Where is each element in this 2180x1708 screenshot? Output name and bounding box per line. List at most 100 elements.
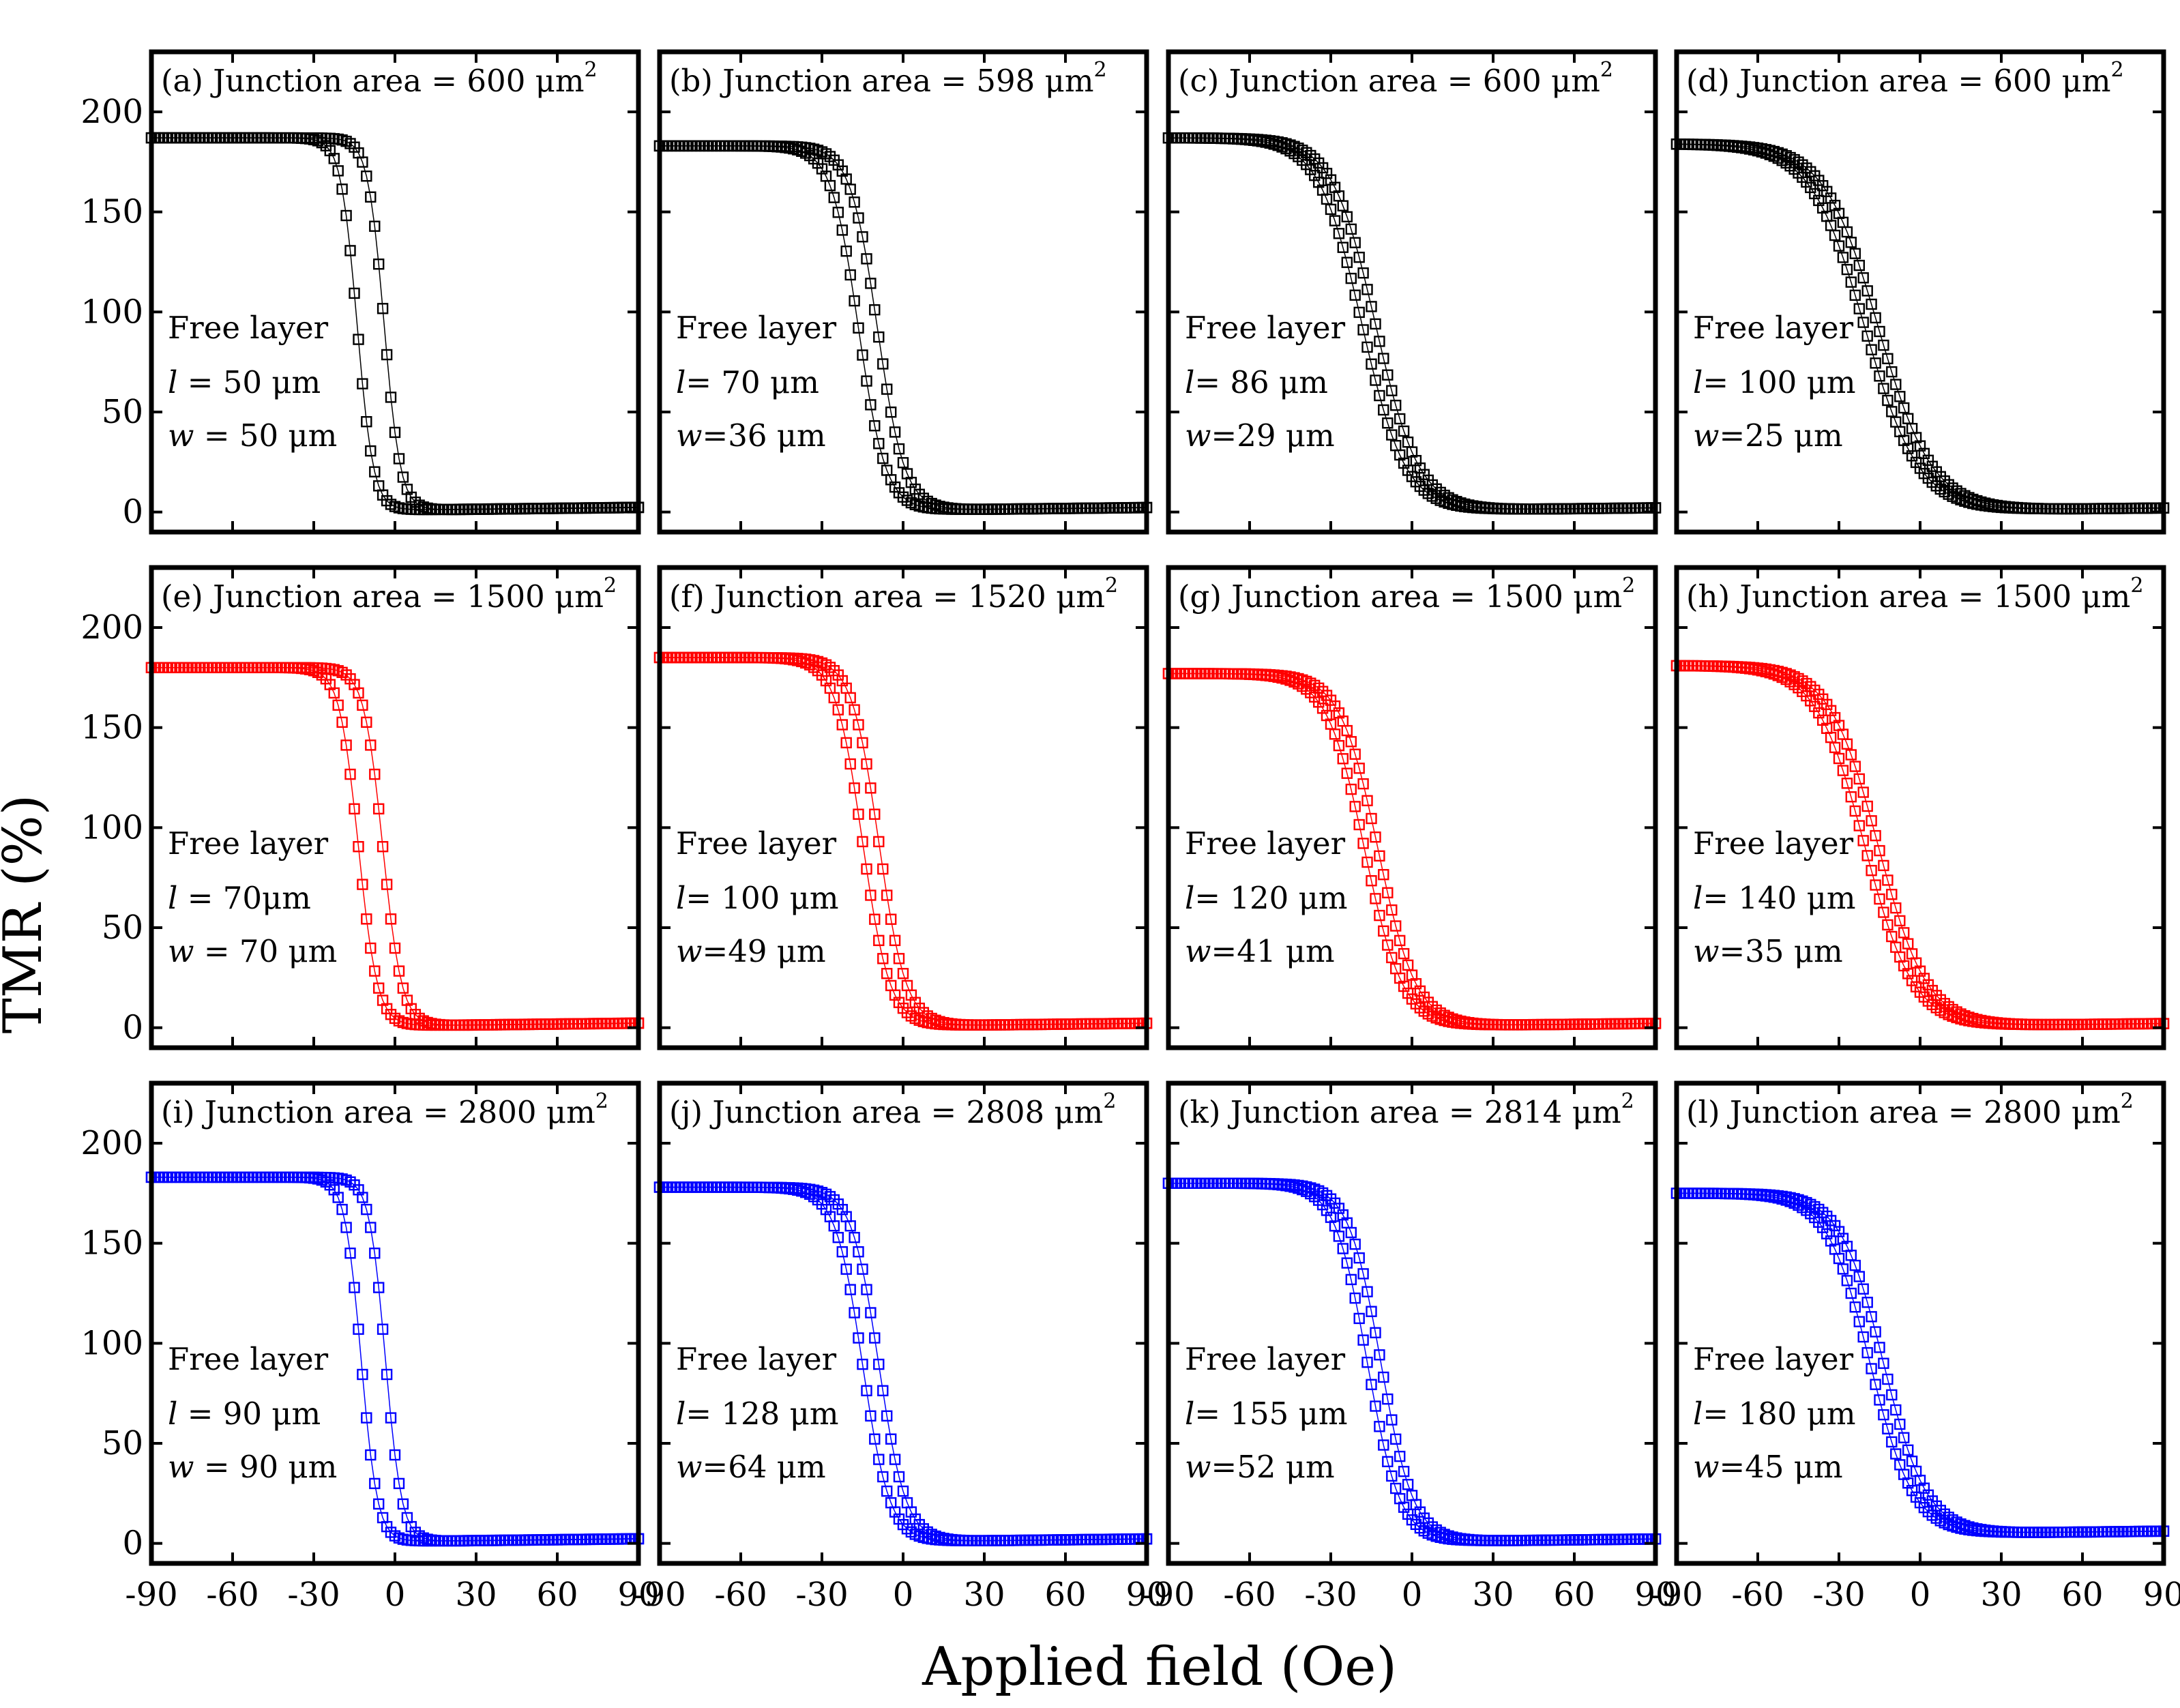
length-symbol: l <box>1693 880 1703 916</box>
data-point <box>1849 1301 1861 1313</box>
y-tick-label: 100 <box>80 1324 143 1362</box>
data-point <box>1382 369 1394 381</box>
data-point <box>885 407 897 418</box>
data-point <box>1333 228 1345 239</box>
data-point <box>853 1332 864 1344</box>
y-tick-label: 200 <box>80 93 143 131</box>
free-layer-width: w = 90 μm <box>168 1449 337 1485</box>
data-point <box>1349 801 1361 812</box>
area-exponent: 2 <box>604 574 617 598</box>
panel-header: (k) Junction area = 2814 μm2 <box>1178 1089 1634 1130</box>
data-point <box>1890 1404 1902 1416</box>
x-tick-label: -90 <box>125 1576 177 1614</box>
junction-area-text: Junction area = 598 μm <box>713 63 1094 99</box>
panel-i: 0 50 100 150 200 -90 -60 -30 0 30 60 90 (i) Junction… <box>80 1080 660 1614</box>
data-point <box>849 196 860 208</box>
data-point <box>1353 819 1365 831</box>
data-point <box>1853 259 1866 271</box>
data-point <box>1357 1268 1369 1280</box>
free-layer-label: Free layer <box>1693 310 1854 346</box>
data-point <box>340 1222 352 1233</box>
data-point <box>1386 385 1398 396</box>
data-point <box>1382 939 1394 951</box>
data-point <box>365 1222 377 1233</box>
length-symbol: l <box>1185 1396 1194 1432</box>
data-point <box>1894 915 1906 927</box>
data-point <box>365 739 377 751</box>
panel-letter: (c) <box>1178 63 1219 99</box>
data-point <box>881 889 893 901</box>
y-tick-label: 50 <box>102 1424 143 1462</box>
data-point <box>1366 358 1377 370</box>
data-point <box>873 331 885 343</box>
y-tick-label: 100 <box>80 808 143 846</box>
y-tick-label: 0 <box>122 1009 143 1047</box>
x-tick-label: 60 <box>2061 1576 2103 1614</box>
data-point <box>1886 1436 1898 1448</box>
junction-area-text: Junction area = 1500 μm <box>203 578 604 615</box>
width-value: =41 μm <box>1211 933 1335 969</box>
data-point <box>849 295 860 307</box>
data-point <box>873 438 885 450</box>
plot-frame <box>657 49 1149 535</box>
x-tick-label: 60 <box>536 1576 578 1614</box>
length-value: = 100 μm <box>1703 364 1855 400</box>
data-point <box>857 1358 868 1370</box>
data-point <box>365 1449 377 1461</box>
data-point <box>1389 920 1402 932</box>
data-point <box>377 303 389 314</box>
data-point <box>1841 1275 1853 1286</box>
free-layer-width: w = 70 μm <box>168 933 337 969</box>
data-point <box>1833 240 1845 252</box>
data-point <box>1370 1400 1381 1412</box>
junction-area-text: Junction area = 1520 μm <box>705 578 1105 615</box>
x-tick-label: 0 <box>385 1576 406 1614</box>
x-tick-label: -60 <box>206 1576 259 1614</box>
data-point <box>1366 812 1377 825</box>
panel-letter: (i) <box>161 1094 195 1130</box>
data-point <box>873 1454 885 1465</box>
data-point <box>365 942 377 954</box>
data-point <box>1386 1414 1398 1426</box>
x-tick-label: 90 <box>617 1576 659 1614</box>
area-exponent: 2 <box>2130 574 2143 598</box>
data-point <box>885 913 897 925</box>
panel-header: (a) Junction area = 600 μm2 <box>161 58 598 99</box>
data-point <box>328 687 340 699</box>
data-point <box>357 1368 368 1381</box>
data-point <box>385 392 397 403</box>
x-tick-label: -30 <box>1304 1576 1357 1614</box>
data-point <box>844 269 856 281</box>
data-point <box>369 965 381 977</box>
free-layer-length: l= 86 μm <box>1185 364 1328 400</box>
data-point <box>1841 226 1853 238</box>
data-point <box>865 1307 877 1319</box>
y-tick-label: 0 <box>122 493 143 531</box>
data-point <box>373 259 385 270</box>
data-point <box>877 953 889 965</box>
data-point <box>840 737 852 749</box>
data-point <box>1353 306 1365 319</box>
data-point <box>1882 1423 1894 1434</box>
data-point <box>1853 303 1866 314</box>
width-value: =36 μm <box>703 417 826 454</box>
length-value: = 128 μm <box>686 1396 838 1432</box>
data-point <box>1361 341 1373 353</box>
panel-l: -90 -60 -30 0 30 60 90 (l) Junction area = 2800… <box>1650 1080 2180 1614</box>
data-point <box>869 913 881 925</box>
free-layer-label: Free layer <box>1185 825 1346 862</box>
data-point <box>397 982 409 994</box>
data-point <box>1849 805 1861 817</box>
data-point <box>353 1323 364 1335</box>
data-point <box>877 452 889 465</box>
x-tick-label: 30 <box>1980 1576 2022 1614</box>
data-point <box>861 1284 872 1295</box>
data-point <box>857 349 868 361</box>
free-layer-length: l= 155 μm <box>1185 1396 1348 1432</box>
data-point <box>344 1247 356 1259</box>
data-point <box>1882 1373 1894 1385</box>
data-point <box>1357 324 1369 336</box>
data-point <box>369 220 381 232</box>
panel-e: 0 50 100 150 200 (e) Junction area = 1500 μm2… <box>80 565 645 1050</box>
data-point <box>1370 893 1381 904</box>
